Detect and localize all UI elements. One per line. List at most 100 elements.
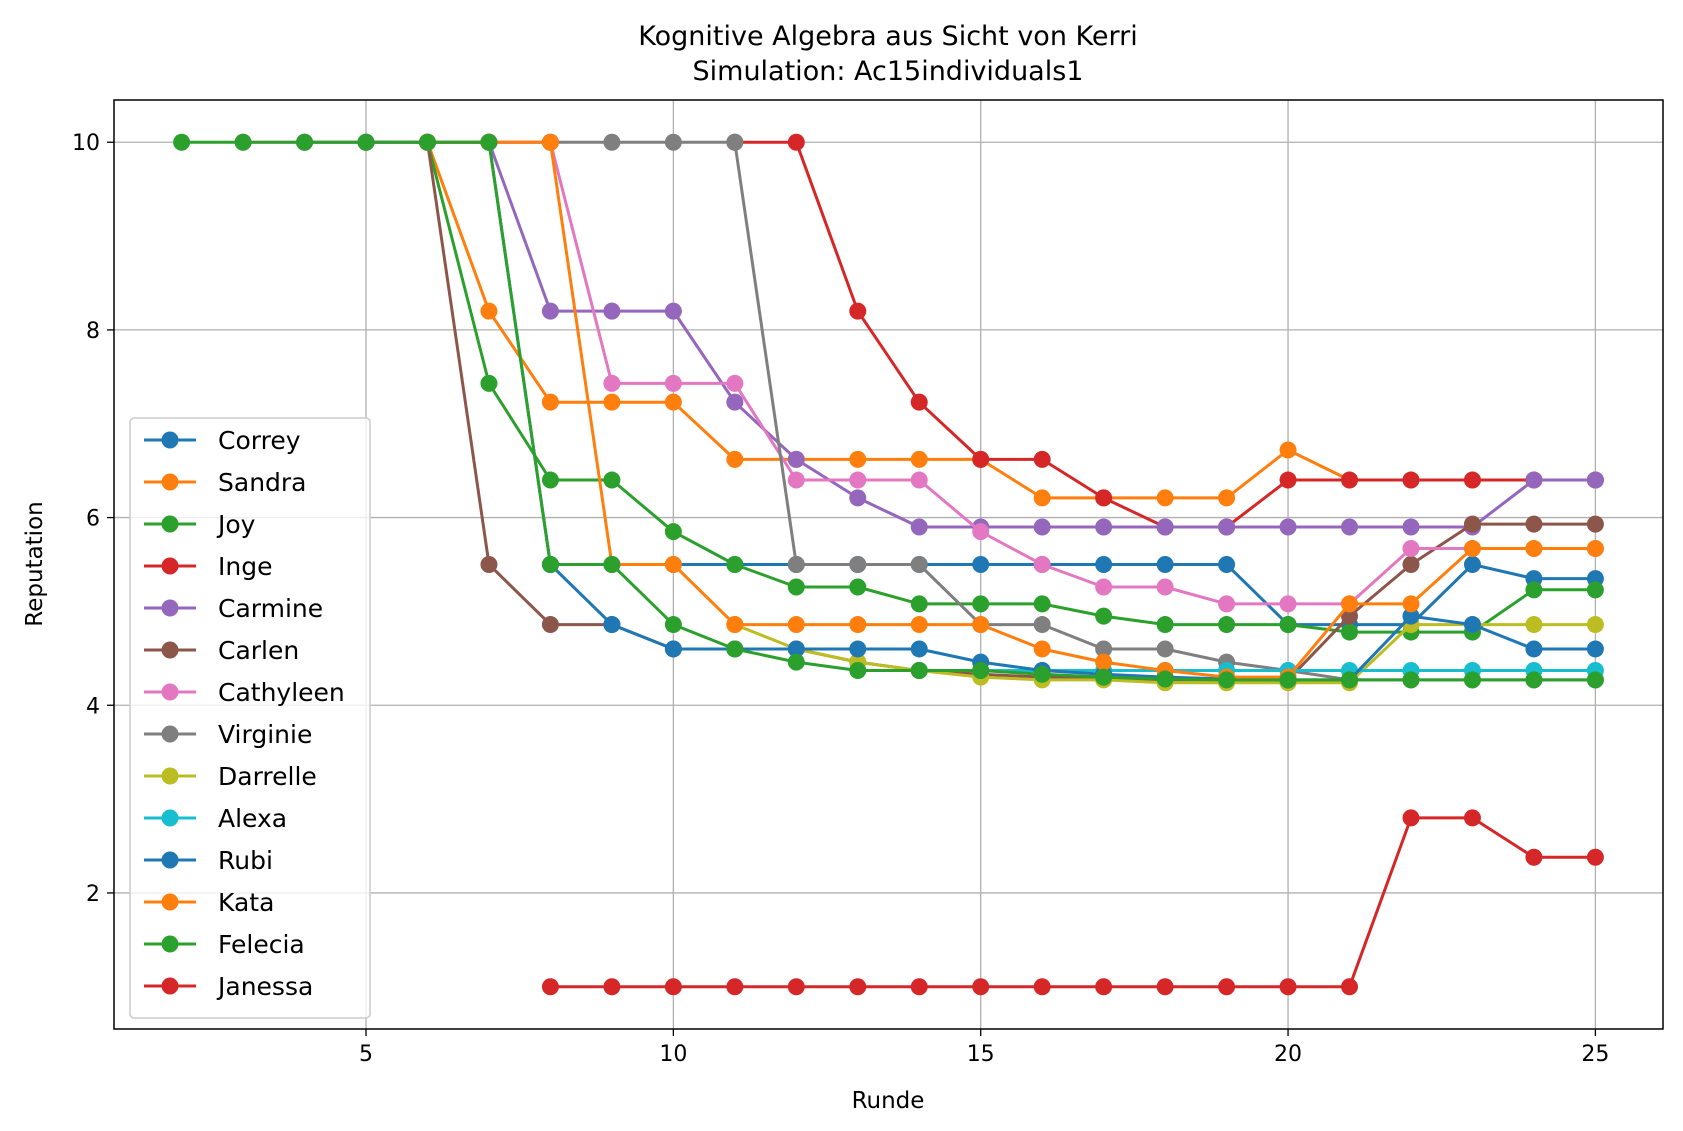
legend-marker <box>161 683 179 701</box>
x-tick-label: 15 <box>967 1042 995 1067</box>
plot-frame <box>113 99 1664 1030</box>
legend-label: Cathyleen <box>218 678 345 707</box>
series-line-rubi <box>549 563 1596 682</box>
legend-label: Inge <box>218 552 272 581</box>
data-point-janessa <box>972 978 990 996</box>
data-point-cathyleen <box>910 471 928 489</box>
data-point-kata <box>972 616 990 634</box>
data-point-rubi <box>1525 640 1543 658</box>
data-point-janessa <box>910 978 928 996</box>
data-point-janessa <box>1341 978 1359 996</box>
data-point-carlen <box>1463 515 1481 533</box>
data-point-joy <box>664 523 682 541</box>
data-point-kata <box>541 133 559 151</box>
data-point-inge <box>1095 489 1113 507</box>
legend-item-carmine: Carmine <box>144 594 323 623</box>
data-point-virginie <box>1033 616 1051 634</box>
data-point-joy <box>910 595 928 613</box>
data-point-correy <box>1095 556 1113 573</box>
data-point-rubi <box>664 640 682 658</box>
data-point-virginie <box>787 556 805 573</box>
data-point-cathyleen <box>972 523 990 541</box>
data-point-joy <box>480 374 498 392</box>
data-point-carmine <box>787 450 805 468</box>
data-point-joy <box>1033 595 1051 613</box>
axis-ticks: 5 10 15 20 25 2 4 6 8 10 <box>72 131 1609 1067</box>
data-point-cathyleen <box>726 374 744 392</box>
data-point-virginie <box>1095 640 1113 658</box>
data-point-janessa <box>664 978 682 996</box>
data-point-rubi <box>1463 616 1481 634</box>
data-point-joy <box>1156 616 1174 634</box>
data-point-janessa <box>1218 978 1236 996</box>
series-line-kata <box>427 140 1596 679</box>
x-tick-label: 5 <box>359 1042 373 1067</box>
data-point-carmine <box>1341 518 1359 536</box>
data-point-janessa <box>1402 809 1420 827</box>
legend-item-carlen: Carlen <box>144 636 299 665</box>
legend-marker <box>161 473 179 491</box>
data-point-sandra <box>1033 489 1051 507</box>
x-axis-label: Runde <box>852 1088 925 1114</box>
data-point-inge <box>1279 471 1297 489</box>
data-point-cathyleen <box>787 471 805 489</box>
series-carmine <box>480 133 1604 536</box>
data-point-janessa <box>726 978 744 996</box>
data-point-felecia <box>603 556 621 573</box>
data-point-felecia <box>1525 671 1543 689</box>
y-tick-label: 6 <box>86 507 100 532</box>
data-point-sandra <box>1279 441 1297 459</box>
data-point-joy <box>972 595 990 613</box>
data-point-carlen <box>1402 556 1420 573</box>
data-point-felecia <box>357 133 375 151</box>
chart-subtitle: Simulation: Ac15individuals1 <box>693 56 1084 87</box>
data-point-joy <box>726 556 744 573</box>
data-point-felecia <box>1095 668 1113 686</box>
data-point-darrelle <box>1525 616 1543 634</box>
data-point-janessa <box>1586 848 1604 866</box>
data-point-kata <box>1402 595 1420 613</box>
data-point-janessa <box>1463 809 1481 827</box>
data-point-carmine <box>541 302 559 320</box>
data-point-felecia <box>418 133 436 151</box>
x-tick-label: 10 <box>659 1042 687 1067</box>
data-point-janessa <box>541 978 559 996</box>
data-point-felecia <box>480 133 498 151</box>
data-point-joy <box>1341 623 1359 641</box>
data-point-carlen <box>541 616 559 634</box>
data-point-cathyleen <box>1095 578 1113 596</box>
series-felecia <box>173 133 1604 689</box>
legend-marker <box>161 893 179 911</box>
data-point-felecia <box>1586 671 1604 689</box>
data-point-sandra <box>1218 489 1236 507</box>
data-point-joy <box>1525 581 1543 599</box>
x-tick-label: 20 <box>1274 1042 1302 1067</box>
series-joy <box>418 133 1604 641</box>
data-point-felecia <box>1156 670 1174 688</box>
data-point-carmine <box>849 489 867 507</box>
legend-item-alexa: Alexa <box>144 804 287 833</box>
data-point-carlen <box>1586 515 1604 533</box>
legend-label: Correy <box>218 426 301 455</box>
data-point-kata <box>910 616 928 634</box>
data-point-carmine <box>603 302 621 320</box>
legend-label: Joy <box>216 510 256 539</box>
series-line-janessa <box>550 816 1596 989</box>
data-point-inge <box>1341 471 1359 489</box>
data-point-carmine <box>1033 518 1051 536</box>
data-point-rubi <box>787 640 805 658</box>
data-point-joy <box>1586 581 1604 599</box>
data-point-kata <box>1586 540 1604 558</box>
data-point-felecia <box>173 133 191 151</box>
legend-marker <box>161 431 179 449</box>
series-layer <box>173 133 1604 996</box>
data-point-rubi <box>910 640 928 658</box>
legend-item-virginie: Virginie <box>144 720 312 749</box>
data-point-felecia <box>1218 671 1236 689</box>
data-point-janessa <box>1156 978 1174 996</box>
data-point-correy <box>972 556 990 573</box>
legend-marker <box>161 935 179 953</box>
data-point-carlen <box>1341 607 1359 625</box>
series-janessa <box>541 809 1604 996</box>
